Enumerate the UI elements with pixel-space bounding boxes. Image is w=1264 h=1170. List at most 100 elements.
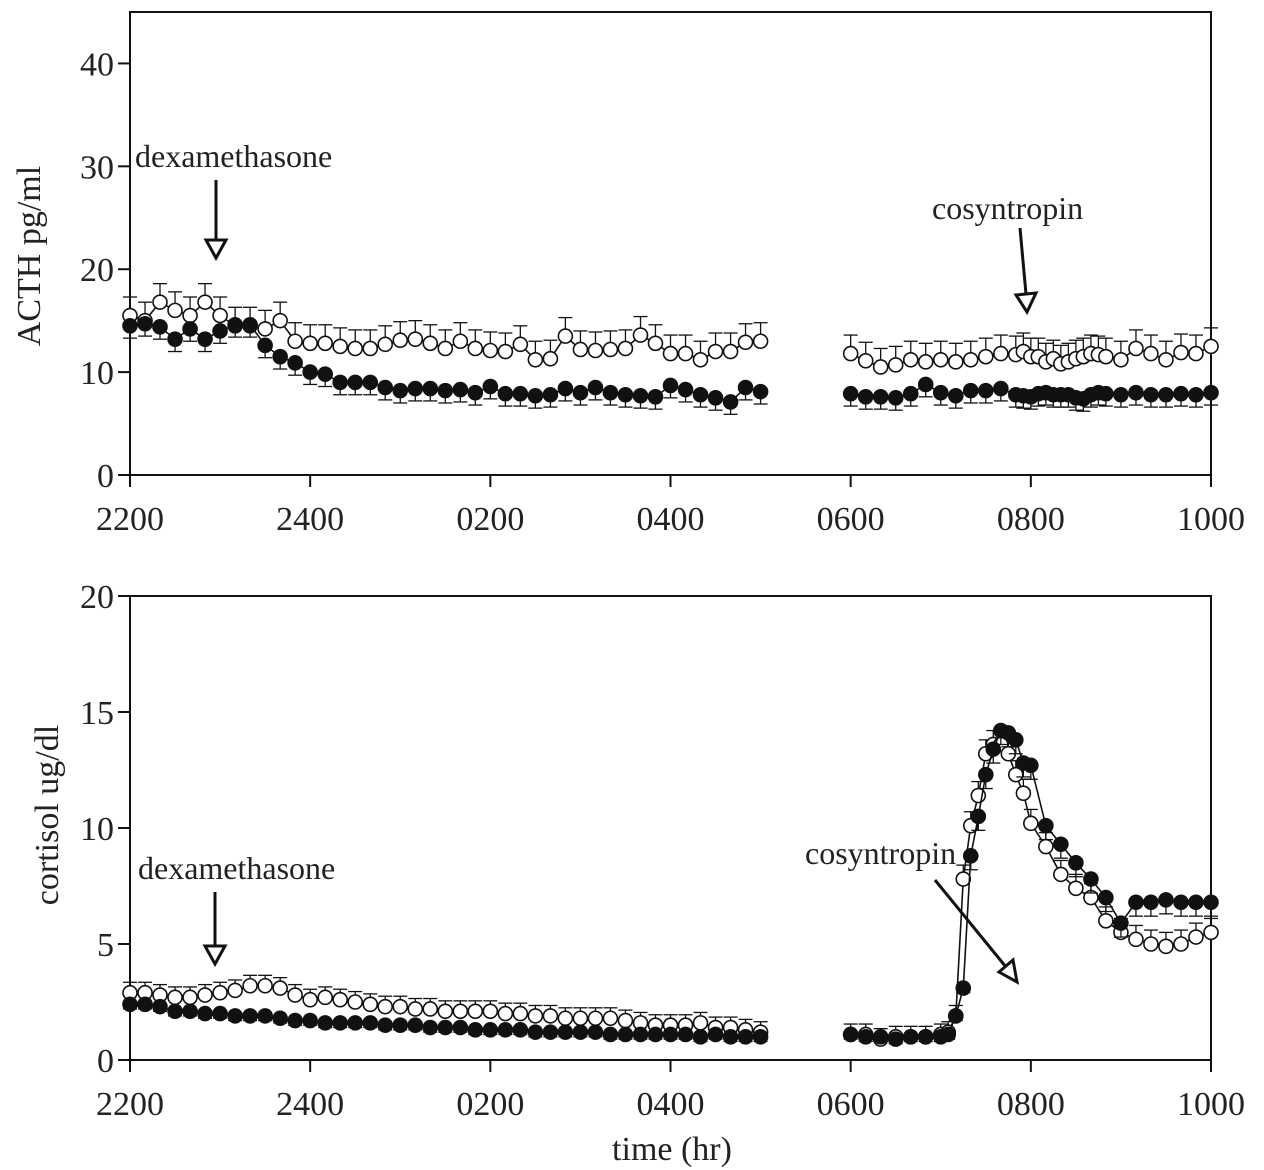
cortisol-filled-point bbox=[272, 1010, 288, 1027]
cortisol-filled-point bbox=[437, 1019, 454, 1036]
cortisol-open-point bbox=[362, 996, 379, 1013]
acth-open-point bbox=[842, 345, 859, 362]
acth-filled-point bbox=[1188, 386, 1204, 403]
acth-filled-point bbox=[1113, 386, 1129, 403]
cortisol-filled-point bbox=[1098, 889, 1114, 906]
acth-open-point bbox=[1203, 338, 1219, 355]
acth-open-point bbox=[932, 351, 949, 368]
acth-open-point bbox=[497, 343, 514, 360]
cortisol-filled-point bbox=[317, 1015, 334, 1031]
acth-y-tick-label: 20 bbox=[80, 252, 114, 289]
cortisol-filled-point bbox=[662, 1026, 679, 1043]
acth-filled-point bbox=[347, 374, 364, 391]
cortisol-filled-point bbox=[1113, 915, 1129, 931]
acth-filled-point bbox=[647, 389, 664, 405]
acth-open-point bbox=[422, 335, 439, 352]
cortisol-filled-point bbox=[302, 1012, 318, 1029]
acth-filled-point bbox=[452, 381, 469, 398]
cortisol-x-tick-label: 1000 bbox=[1177, 1086, 1245, 1123]
acth-open-point bbox=[1128, 340, 1144, 357]
acth-filled-point bbox=[932, 384, 949, 401]
cortisol-filled-point bbox=[1158, 892, 1174, 908]
cortisol-filled-point bbox=[842, 1026, 859, 1043]
cortisol-filled-point bbox=[452, 1019, 469, 1036]
acth-open-point bbox=[737, 334, 754, 351]
cortisol-filled-point bbox=[377, 1017, 394, 1033]
cortisol-open-point bbox=[1015, 785, 1032, 802]
cortisol-filled-point bbox=[167, 1003, 183, 1020]
acth-filled-point bbox=[677, 381, 694, 398]
acth-open-point bbox=[527, 351, 544, 368]
cortisol-x-tick-label: 2200 bbox=[96, 1086, 164, 1123]
cortisol-open-point bbox=[182, 989, 198, 1006]
acth-filled-point bbox=[227, 316, 243, 333]
acth-open-point bbox=[362, 340, 379, 357]
cortisol-filled-point bbox=[857, 1029, 874, 1045]
cortisol-open-point bbox=[512, 1005, 529, 1022]
acth-open-point bbox=[947, 354, 964, 370]
acth-filled-point bbox=[962, 382, 979, 399]
cortisol-filled-point bbox=[647, 1026, 664, 1043]
cortisol-open-point bbox=[542, 1008, 559, 1024]
acth-filled-point bbox=[632, 387, 649, 404]
acth-open-point bbox=[302, 335, 318, 352]
cortisol-filled-point bbox=[422, 1019, 439, 1036]
cortisol-open-point bbox=[1173, 936, 1189, 952]
cortisol-open-point bbox=[242, 977, 258, 994]
cortisol-filled-point bbox=[677, 1026, 694, 1043]
acth-filled-point bbox=[257, 337, 273, 354]
acth-open-point bbox=[1113, 351, 1129, 368]
cortisol-filled-point bbox=[527, 1024, 544, 1040]
acth-open-point bbox=[272, 312, 288, 329]
cortisol-filled-point bbox=[632, 1026, 649, 1043]
acth-open-point bbox=[662, 345, 679, 362]
acth-dexamethasone-arrow bbox=[203, 180, 229, 262]
cortisol-filled-point bbox=[1038, 817, 1054, 834]
cortisol-open-point bbox=[302, 991, 318, 1008]
acth-filled-point bbox=[887, 390, 904, 406]
acth-open-point bbox=[677, 345, 694, 362]
acth-open-point bbox=[587, 342, 604, 359]
acth-filled-point bbox=[467, 384, 484, 401]
cortisol-filled-point bbox=[947, 1008, 964, 1024]
acth-filled-point bbox=[302, 364, 318, 380]
cortisol-filled-point bbox=[970, 808, 987, 825]
cortisol-filled-point bbox=[1173, 894, 1189, 911]
cortisol-open-point bbox=[392, 998, 409, 1015]
cortisol-filled-point bbox=[572, 1024, 589, 1040]
cortisol-open-point bbox=[497, 1005, 514, 1022]
cortisol-filled-point bbox=[602, 1026, 619, 1043]
acth-open-point bbox=[512, 336, 529, 353]
cortisol-open-point bbox=[1098, 912, 1114, 929]
acth-open-point bbox=[212, 307, 228, 324]
cortisol-filled-point bbox=[1023, 757, 1039, 774]
cortisol-open-point bbox=[332, 991, 348, 1008]
acth-cosyntropin-arrow bbox=[1013, 227, 1039, 316]
cortisol-open-point bbox=[955, 871, 972, 887]
acth-y-tick-label: 0 bbox=[97, 458, 114, 495]
acth-filled-point bbox=[917, 376, 934, 393]
x-axis-label: time (hr) bbox=[612, 1131, 732, 1168]
acth-filled-point bbox=[122, 318, 138, 334]
acth-filled-point bbox=[437, 382, 454, 399]
acth-open-point bbox=[917, 354, 934, 370]
cortisol-filled-point bbox=[1068, 854, 1084, 871]
acth-filled-point bbox=[842, 385, 859, 402]
acth-filled-point bbox=[167, 331, 183, 347]
cortisol-open-point bbox=[272, 980, 288, 996]
cortisol-open-point bbox=[1158, 938, 1174, 955]
acth-filled-point bbox=[362, 374, 379, 391]
acth-open-point bbox=[452, 333, 469, 350]
cortisol-filled-point bbox=[737, 1029, 754, 1045]
acth-open-point bbox=[752, 333, 769, 350]
acth-open-point bbox=[602, 341, 619, 358]
acth-filled-point bbox=[332, 374, 348, 391]
cortisol-filled-point bbox=[872, 1029, 889, 1045]
cortisol-filled-point bbox=[1203, 894, 1219, 911]
acth-open-point bbox=[887, 357, 904, 373]
cortisol-filled-point bbox=[692, 1029, 709, 1045]
acth-filled-point bbox=[482, 378, 499, 395]
acth-open-point bbox=[1098, 348, 1114, 365]
acth-y-tick-label: 40 bbox=[80, 46, 114, 83]
acth-open-point bbox=[257, 321, 273, 337]
